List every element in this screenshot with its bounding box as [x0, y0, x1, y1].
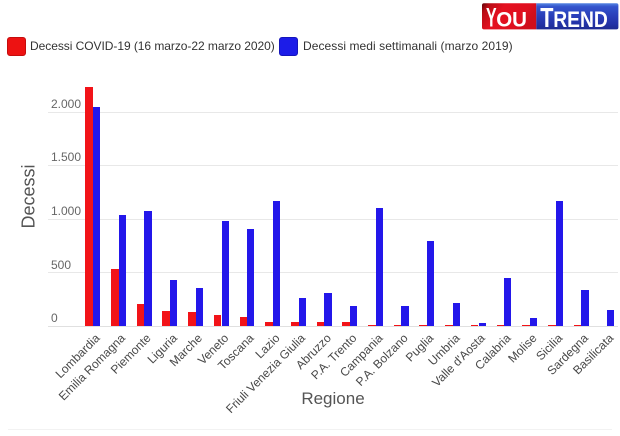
svg-text:T: T [540, 2, 553, 32]
svg-text:Y: Y [486, 3, 497, 33]
svg-text:REND: REND [553, 7, 608, 32]
svg-text:OU: OU [496, 8, 527, 32]
